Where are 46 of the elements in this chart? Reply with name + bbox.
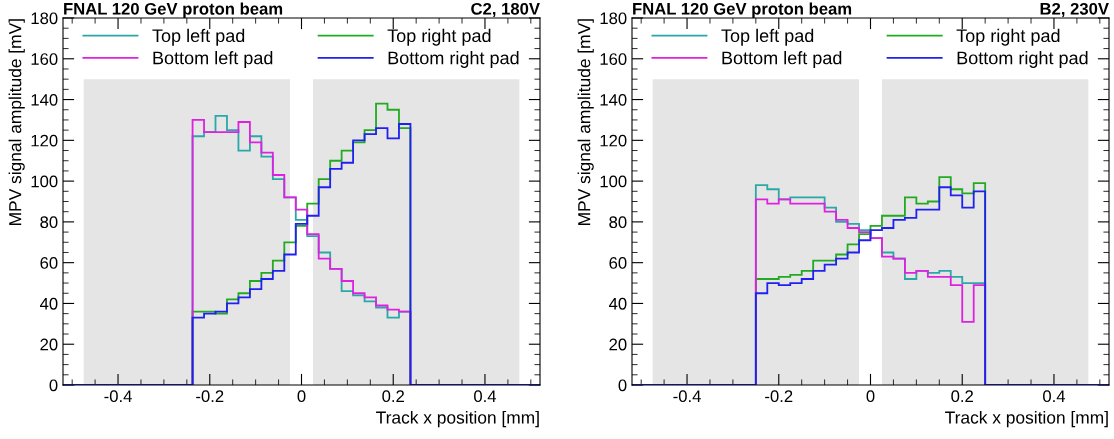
chart-title: FNAL 120 GeV proton beam bbox=[64, 2, 283, 18]
y-tick-label: 20 bbox=[609, 338, 627, 351]
y-tick-label: 140 bbox=[600, 93, 627, 106]
y-tick-label: 40 bbox=[608, 297, 627, 310]
y-tick-label: 100 bbox=[31, 175, 58, 188]
y-tick-label: 140 bbox=[31, 93, 58, 106]
y-tick-label: 60 bbox=[40, 257, 58, 269]
y-tick-label: 180 bbox=[600, 12, 627, 25]
x-axis-title: Track x position [mm] bbox=[376, 410, 539, 428]
y-tick-label: 100 bbox=[600, 175, 627, 188]
chart-subtitle: B2, 230V bbox=[1040, 2, 1109, 18]
y-tick-label: 120 bbox=[600, 134, 627, 147]
x-tick-label: 0.4 bbox=[474, 390, 497, 403]
y-tick-label: 20 bbox=[40, 338, 58, 351]
x-tick-label: 0 bbox=[866, 390, 875, 403]
y-tick-label: 120 bbox=[31, 134, 58, 147]
x-tick-label: 0 bbox=[297, 390, 306, 403]
y-tick-label: 0 bbox=[618, 379, 627, 392]
legend-label: Top right pad bbox=[956, 28, 1060, 46]
chart-title: FNAL 120 GeV proton beam bbox=[633, 2, 852, 18]
legend-label: Bottom right pad bbox=[957, 51, 1088, 68]
y-tick-label: 80 bbox=[40, 216, 58, 229]
y-axis-title: MPV signal amplitude [mV] bbox=[577, 19, 594, 225]
x-tick-label: 0.4 bbox=[1043, 390, 1066, 403]
legend-label: Top right pad bbox=[387, 28, 491, 46]
legend-label: Top left pad bbox=[152, 28, 245, 46]
x-tick-label: -0.2 bbox=[765, 390, 793, 403]
y-tick-label: 160 bbox=[31, 53, 58, 65]
y-axis-title: MPV signal amplitude [mV] bbox=[8, 19, 25, 225]
x-tick-label: 0.2 bbox=[951, 390, 973, 403]
legend-label: Bottom left pad bbox=[153, 51, 273, 68]
x-tick-label: -0.4 bbox=[104, 390, 132, 403]
y-tick-label: 160 bbox=[600, 53, 627, 65]
y-tick-label: 40 bbox=[39, 297, 58, 310]
x-tick-label: 0.2 bbox=[382, 390, 404, 403]
x-tick-label: -0.4 bbox=[673, 390, 701, 403]
y-tick-label: 80 bbox=[609, 216, 627, 229]
x-axis-title: Track x position [mm] bbox=[945, 410, 1108, 428]
legend-label: Bottom left pad bbox=[722, 51, 842, 68]
x-tick-label: -0.2 bbox=[196, 390, 224, 403]
chart-subtitle: C2, 180V bbox=[471, 2, 540, 18]
y-tick-label: 180 bbox=[31, 12, 58, 25]
y-tick-label: 0 bbox=[49, 379, 58, 392]
legend-label: Top left pad bbox=[721, 28, 814, 46]
legend-label: Bottom right pad bbox=[388, 51, 519, 68]
y-tick-label: 60 bbox=[609, 257, 627, 269]
